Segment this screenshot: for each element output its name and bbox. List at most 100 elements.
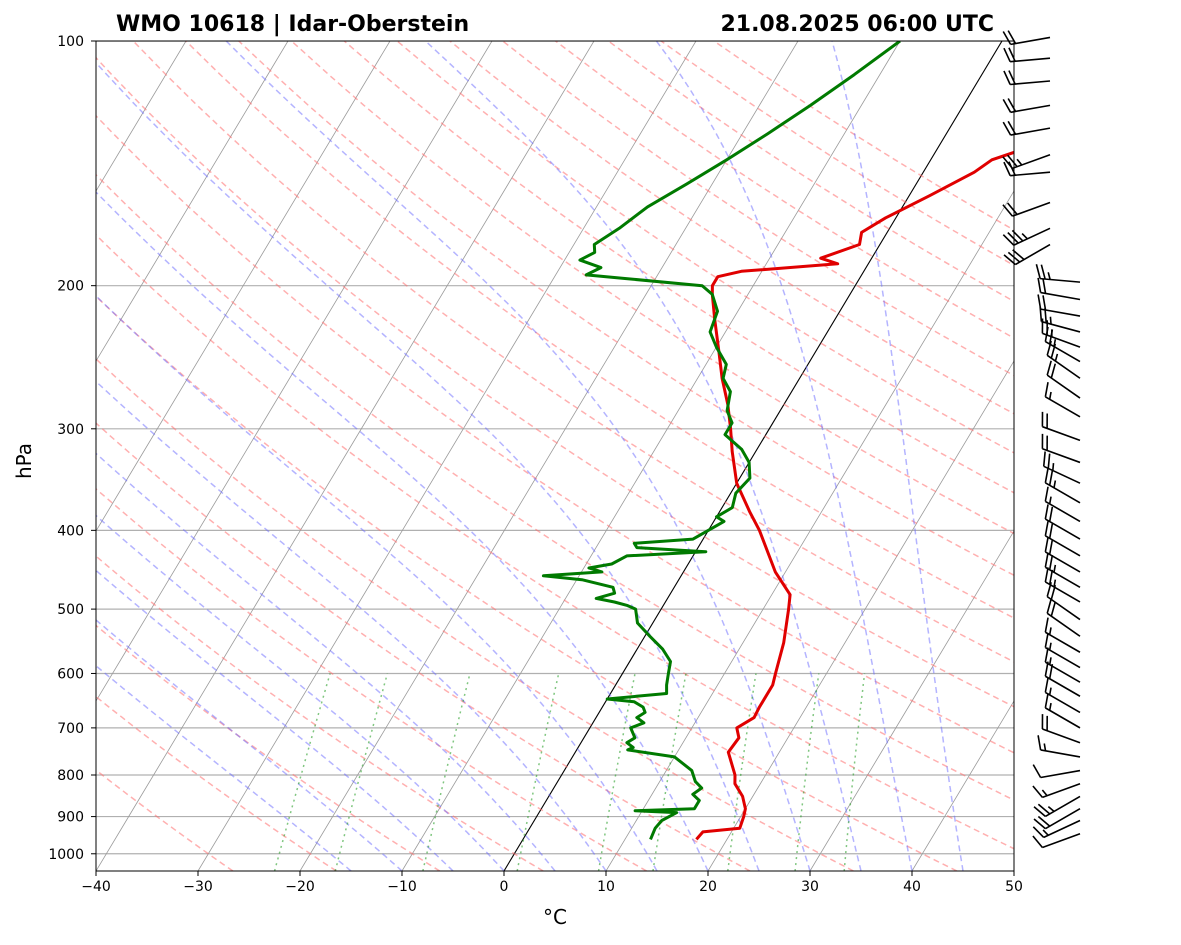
- moist-adiabat: [0, 41, 657, 871]
- dewpoint-profile-line: [543, 41, 900, 839]
- temperature-profile-line: [696, 41, 1181, 839]
- background-lines: [0, 41, 1181, 871]
- wind-barb: [1003, 31, 1050, 45]
- wind-barb-feather: [1038, 294, 1040, 309]
- wind-barb-feather: [1045, 537, 1048, 552]
- dry-adiabat: [714, 41, 1181, 871]
- isotherm-line: [1014, 41, 1181, 871]
- wind-barb-half-feather: [1048, 807, 1054, 812]
- wind-barb: [1045, 382, 1080, 417]
- x-tick-label: 0: [500, 879, 509, 895]
- wind-barb-staff: [1042, 449, 1080, 463]
- wind-barb-half-feather: [1050, 643, 1051, 650]
- wind-barb-half-feather: [1050, 657, 1051, 664]
- dry-adiabat: [292, 41, 1181, 871]
- wind-barb: [1004, 245, 1050, 265]
- wind-barb-staff: [1042, 427, 1080, 441]
- x-tick-label: 10: [597, 879, 615, 895]
- moist-adiabat: [77, 41, 759, 871]
- dry-adiabat: [608, 41, 1181, 871]
- y-tick-label: 900: [57, 810, 84, 826]
- x-tick-label: −20: [285, 879, 315, 895]
- wind-barb-staff: [1044, 466, 1080, 483]
- isotherm-line: [606, 41, 1104, 871]
- moist-adiabat: [0, 41, 453, 871]
- wind-barb-half-feather: [1050, 627, 1051, 634]
- wind-barb: [1042, 714, 1080, 743]
- mixing-ratio-line: [335, 674, 387, 872]
- y-tick-label: 800: [57, 768, 84, 784]
- dry-adiabat: [0, 41, 336, 871]
- wind-barb-half-feather: [1043, 830, 1048, 835]
- wind-barb-staff: [1010, 172, 1050, 175]
- wind-barb-feather: [1038, 735, 1040, 750]
- wind-barb-feather: [1036, 264, 1040, 278]
- y-tick-label: 200: [57, 279, 84, 295]
- wind-barb: [1003, 228, 1050, 245]
- wind-barb-feather: [1045, 487, 1048, 502]
- wind-barb: [1038, 735, 1080, 757]
- wind-barb-staff: [1042, 333, 1080, 347]
- wind-barb-staff: [1041, 309, 1080, 316]
- wind-barb-half-feather: [1050, 392, 1051, 399]
- wind-barb-feather: [1045, 567, 1048, 582]
- wind-barb-staff: [1045, 397, 1080, 417]
- wind-barb-staff: [1010, 81, 1050, 84]
- wind-barb-feather: [1045, 633, 1048, 648]
- wind-barb-feather: [1041, 265, 1045, 279]
- dry-adiabat: [0, 41, 1164, 871]
- wind-barb-staff: [1041, 771, 1080, 778]
- y-tick-label: 1000: [48, 847, 84, 863]
- profiles: [543, 41, 1181, 839]
- y-tick-label: 300: [57, 422, 84, 438]
- wind-barb: [1033, 784, 1080, 798]
- dry-adiabat: [0, 41, 543, 871]
- wind-barb-feather: [1050, 471, 1053, 486]
- wind-barb-staff: [1042, 784, 1080, 798]
- wind-barb-feather: [1033, 836, 1042, 847]
- x-tick-label: 20: [699, 879, 717, 895]
- wind-barb-feather: [1048, 454, 1049, 469]
- y-tick-label: 100: [57, 34, 84, 50]
- wind-barb-staff: [1040, 279, 1080, 282]
- y-tick-label: 400: [57, 523, 84, 539]
- wind-barb-half-feather: [1050, 703, 1051, 710]
- moist-adiabat: [0, 41, 555, 871]
- wind-barb-staff: [1041, 750, 1080, 757]
- wind-barb-feather: [1047, 599, 1051, 613]
- wind-barb-feather: [1045, 693, 1048, 708]
- wind-barb: [1004, 48, 1050, 62]
- wind-barb-feather: [1043, 279, 1045, 294]
- wind-barb-feather: [1051, 602, 1055, 616]
- x-tick-label: 40: [903, 879, 921, 895]
- moist-adiabat: [0, 41, 606, 871]
- wind-barb-half-feather: [1042, 790, 1047, 796]
- wind-barb-feather: [1033, 827, 1043, 838]
- x-tick-label: 30: [801, 879, 819, 895]
- wind-barb: [1047, 599, 1080, 636]
- chart-title-right: 21.08.2025 06:00 UTC: [720, 12, 994, 37]
- wind-barb-feather: [1043, 295, 1045, 310]
- wind-barb-half-feather: [1050, 497, 1051, 504]
- wind-barb-staff: [1011, 105, 1050, 112]
- wind-barb: [1004, 71, 1050, 85]
- isotherm-line: [912, 41, 1181, 871]
- wind-barb-half-feather: [1017, 159, 1022, 165]
- wind-barb-feather: [1038, 278, 1040, 293]
- wind-barb-feather: [1045, 468, 1048, 483]
- wind-barb-feather: [1050, 524, 1053, 539]
- mixing-ratio-line: [728, 674, 756, 872]
- dry-adiabat: [0, 41, 1060, 871]
- wind-barb-staff: [1011, 37, 1050, 44]
- mixing-ratio-line: [423, 674, 470, 872]
- wind-barb: [1045, 327, 1080, 362]
- x-tick-label: −40: [81, 879, 111, 895]
- wind-barb-staff: [1010, 58, 1050, 61]
- wind-barb-staff: [1041, 293, 1080, 300]
- mixing-ratio-line: [517, 674, 559, 872]
- wind-barb-feather: [1045, 521, 1048, 536]
- wind-barb-feather: [1044, 452, 1045, 467]
- isotherm-line: [96, 41, 594, 871]
